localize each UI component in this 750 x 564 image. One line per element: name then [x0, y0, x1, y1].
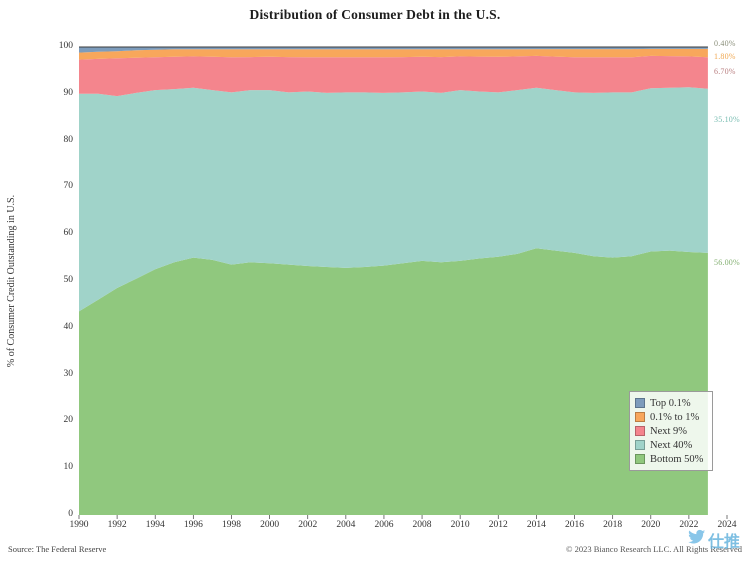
legend-swatch: [635, 440, 645, 450]
area-series-bottom-50: [79, 248, 708, 515]
y-tick-label: 100: [58, 41, 73, 51]
x-tick-label: 2004: [336, 520, 356, 530]
y-tick-label: 70: [63, 181, 74, 192]
x-tick-label: 2022: [679, 520, 699, 530]
end-value-label: 35.10%: [714, 115, 740, 124]
y-tick-label: 10: [63, 462, 74, 473]
end-value-label: 1.80%: [714, 52, 736, 61]
x-tick-label: 2002: [298, 520, 318, 530]
x-tick-label: 2018: [603, 520, 623, 530]
copyright-note: © 2023 Bianco Research LLC. All Rights R…: [566, 544, 742, 554]
y-tick-label: 0: [68, 509, 73, 519]
y-axis-title: % of Consumer Credit Outstanding in U.S.: [6, 194, 17, 368]
x-tick-label: 1996: [183, 520, 203, 530]
legend-item-top-0-1: Top 0.1%: [635, 396, 706, 410]
y-tick-label: 80: [63, 134, 74, 145]
y-tick-label: 40: [63, 321, 74, 332]
legend-item-0-1-to-1: 0.1% to 1%: [635, 410, 706, 424]
x-tick-label: 2010: [450, 520, 470, 530]
x-tick-label: 2008: [412, 520, 432, 530]
chart-title: Distribution of Consumer Debt in the U.S…: [249, 7, 501, 22]
legend-swatch: [635, 398, 645, 408]
legend-swatch: [635, 454, 645, 464]
legend-label: 0.1% to 1%: [650, 411, 700, 423]
area-series-next-9: [79, 55, 708, 97]
x-tick-label: 2000: [260, 520, 280, 530]
legend-swatch: [635, 426, 645, 436]
end-value-label: 56.00%: [714, 258, 740, 267]
legend: Top 0.1% 0.1% to 1% Next 9% Next 40% Bottom …: [629, 391, 713, 471]
x-tick-label: 2014: [526, 520, 546, 530]
y-tick-label: 30: [63, 368, 74, 379]
end-value-label: 0.40%: [714, 39, 736, 48]
area-series-0-1-to-1: [79, 48, 708, 60]
legend-label: Bottom 50%: [650, 453, 704, 465]
x-tick-label: 2020: [641, 520, 661, 530]
x-tick-label: 1992: [107, 520, 127, 530]
x-tick-label: 2006: [374, 520, 394, 530]
legend-label: Next 40%: [650, 439, 693, 451]
x-tick-label: 1994: [145, 520, 165, 530]
x-tick-label: 1998: [221, 520, 241, 530]
legend-label: Top 0.1%: [650, 397, 691, 409]
legend-swatch: [635, 412, 645, 422]
y-tick-label: 60: [63, 228, 74, 239]
legend-item-bottom-50: Bottom 50%: [635, 452, 706, 466]
x-tick-label: 1990: [69, 520, 89, 530]
x-tick-label: 2016: [565, 520, 585, 530]
y-tick-label: 50: [63, 275, 74, 285]
x-tick-label: 2024: [717, 520, 737, 530]
legend-item-next-40: Next 40%: [635, 438, 706, 452]
source-note: Source: The Federal Reserve: [8, 544, 107, 554]
legend-label: Next 9%: [650, 425, 688, 437]
area-series-next-40: [79, 87, 708, 312]
end-value-label: 6.70%: [714, 67, 736, 76]
x-tick-label: 2012: [488, 520, 508, 530]
y-tick-label: 20: [63, 415, 74, 426]
area-series-top-0-1: [79, 47, 708, 53]
y-tick-label: 90: [63, 87, 74, 98]
legend-item-next-9: Next 9%: [635, 424, 706, 438]
